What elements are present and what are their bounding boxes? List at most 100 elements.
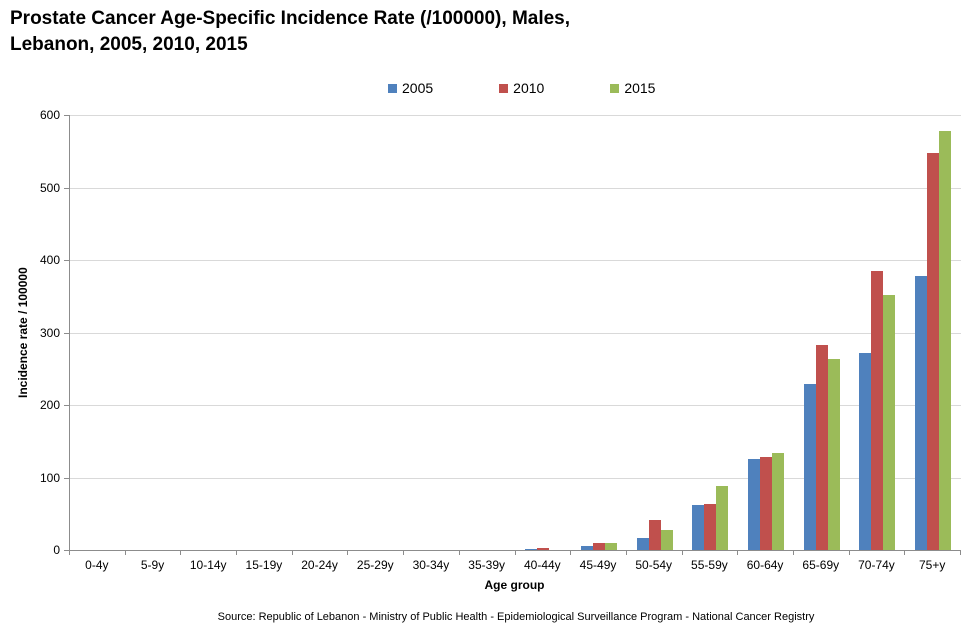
bar-2005-55-59y <box>692 505 705 550</box>
x-tick-mark-6 <box>403 550 405 555</box>
y-tick-label-600: 600 <box>39 108 60 122</box>
chart-title-line1: Prostate Cancer Age-Specific Incidence R… <box>10 8 571 29</box>
x-tick-mark-14 <box>848 550 850 555</box>
y-tick-label-0: 0 <box>53 543 60 557</box>
x-tick-mark-0 <box>69 550 70 555</box>
bar-2010-50-54y <box>648 520 661 550</box>
bar-group-35-39y <box>460 115 516 550</box>
x-tick-label-60-64y: 60-64y <box>746 558 784 572</box>
bar-2010-70-74y <box>871 270 884 550</box>
x-tick-label-70-74y: 70-74y <box>858 558 895 572</box>
x-tick-label-20-24y: 20-24y <box>301 558 338 572</box>
plot-area <box>69 115 961 551</box>
bar-group-30-34y <box>404 115 460 550</box>
bar-2015-65-69y <box>827 358 840 550</box>
y-tick-label-200: 200 <box>39 398 60 412</box>
x-axis-tick-labels: 0-4y 5-9y 10-14y 15-19y 20-24y 25-29y 30-34y 35… <box>69 558 960 572</box>
gridline-600 <box>70 115 961 116</box>
x-tick-label-0-4y: 0-4y <box>85 558 109 572</box>
y-tick-label-500: 500 <box>39 180 60 195</box>
gridline-200 <box>70 405 961 406</box>
y-tick-label-300: 300 <box>39 325 60 340</box>
x-tick-mark-2 <box>180 550 182 555</box>
bar-2010-45-49y <box>593 543 606 550</box>
y-tick-mark-200 <box>64 405 69 406</box>
y-tick-label-400: 400 <box>39 253 60 267</box>
x-tick-label-50-54y: 50-54y <box>635 558 673 572</box>
x-tick-label-15-19y: 15-19y <box>245 558 283 572</box>
bar-group-15-19y <box>237 115 293 550</box>
legend: 2005 2010 2015 <box>388 80 655 96</box>
bar-2015-75+y <box>939 130 952 550</box>
x-tick-label-55-59y: 55-59y <box>691 558 728 572</box>
x-tick-mark-9 <box>570 550 572 555</box>
bar-group-5-9y <box>126 115 182 550</box>
bar-group-70-74y <box>850 115 906 550</box>
bar-2015-50-54y <box>660 529 673 550</box>
x-tick-mark-15 <box>904 550 906 555</box>
bar-2005-45-49y <box>581 546 594 550</box>
bar-2005-50-54y <box>636 538 649 550</box>
bar-group-40-44y <box>516 115 572 550</box>
y-tick-mark-500 <box>64 187 69 189</box>
x-tick-label-45-49y: 45-49y <box>579 558 617 572</box>
x-tick-mark-4 <box>291 550 293 555</box>
bar-2010-55-59y <box>704 503 717 550</box>
legend-label-2005: 2005 <box>402 80 434 96</box>
bar-group-60-64y <box>738 115 794 550</box>
bar-group-75+y <box>905 115 961 550</box>
bar-group-0-4y <box>70 115 126 550</box>
x-tick-mark-11 <box>681 550 683 555</box>
legend-marker-2005-icon <box>388 83 397 93</box>
x-tick-mark-13 <box>792 550 794 555</box>
legend-marker-2010-icon <box>499 83 509 93</box>
legend-marker-2015-icon <box>610 83 620 93</box>
x-tick-mark-7 <box>458 550 460 555</box>
bar-2010-40-44y <box>537 548 550 550</box>
y-axis-tick-labels: 0 100 200 300 400 500 600 <box>0 108 60 557</box>
bar-2010-60-64y <box>760 457 773 550</box>
x-tick-label-75+y: 75+y <box>918 558 946 572</box>
x-tick-label-5-9y: 5-9y <box>140 558 165 572</box>
legend-item-2005: 2005 <box>388 80 433 96</box>
x-tick-mark-16 <box>960 550 961 555</box>
y-tick-mark-100 <box>64 477 69 479</box>
bar-2010-65-69y <box>815 344 828 550</box>
x-tick-mark-10 <box>625 550 627 555</box>
chart-title: Prostate Cancer Age-Specific Incidence R… <box>10 6 570 58</box>
legend-item-2015: 2015 <box>610 80 655 96</box>
x-tick-label-65-69y: 65-69y <box>802 558 840 572</box>
bar-2015-45-49y <box>605 543 618 550</box>
bar-group-45-49y <box>571 115 627 550</box>
bar-2015-55-59y <box>716 486 729 550</box>
x-tick-label-40-44y: 40-44y <box>523 558 561 572</box>
bar-group-55-59y <box>683 115 739 550</box>
x-tick-label-10-14y: 10-14y <box>189 558 227 572</box>
gridline-300 <box>70 332 961 334</box>
bar-2005-65-69y <box>803 383 816 550</box>
x-tick-mark-3 <box>236 550 238 555</box>
x-tick-mark-5 <box>347 550 349 555</box>
bar-group-25-29y <box>348 115 404 550</box>
bar-2015-60-64y <box>772 452 785 550</box>
x-tick-mark-1 <box>124 550 126 555</box>
legend-item-2010: 2010 <box>499 80 544 96</box>
y-tick-mark-0 <box>64 550 69 551</box>
bar-2005-60-64y <box>748 458 761 550</box>
gridline-400 <box>70 260 961 261</box>
bar-group-50-54y <box>627 115 683 550</box>
bar-2005-40-44y <box>525 548 538 550</box>
gridline-100 <box>70 477 961 479</box>
bar-group-10-14y <box>181 115 237 550</box>
y-tick-mark-300 <box>64 332 69 334</box>
chart-title-line2: Lebanon, 2005, 2010, 2015 <box>10 34 248 55</box>
x-tick-label-35-39y: 35-39y <box>468 558 505 572</box>
bar-2005-75+y <box>915 275 928 550</box>
y-tick-mark-400 <box>64 260 69 261</box>
x-tick-mark-8 <box>514 550 516 555</box>
x-tick-label-30-34y: 30-34y <box>412 558 450 572</box>
y-tick-label-100: 100 <box>39 470 60 485</box>
source-note: Source: Republic of Lebanon - Ministry o… <box>217 611 815 623</box>
legend-label-2015: 2015 <box>624 80 656 96</box>
